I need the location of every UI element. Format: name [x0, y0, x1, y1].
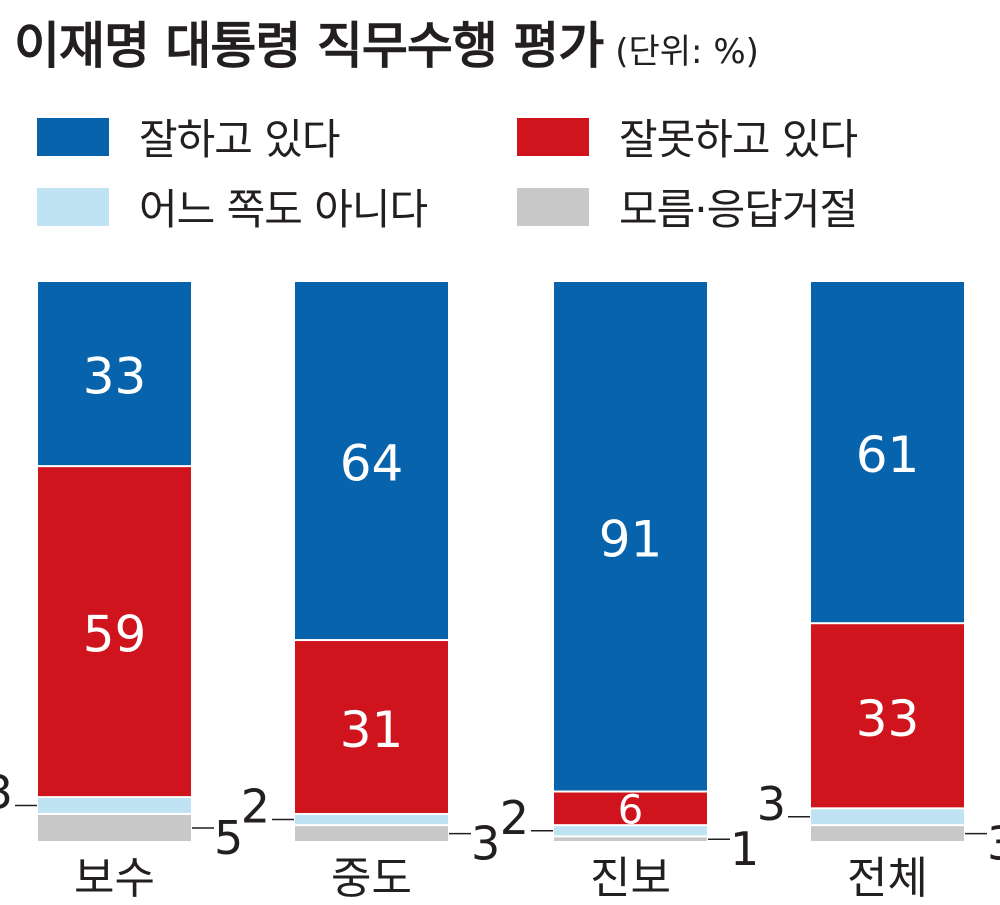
bar-neither-진보: [553, 825, 708, 837]
data-label-neither-전체: 3: [757, 777, 786, 831]
data-label-unknown-보수: 5: [214, 811, 243, 865]
category-label-중도: 중도: [331, 853, 412, 904]
bar-separator: [37, 465, 192, 468]
data-label-bad-중도: 31: [340, 701, 404, 759]
data-label-good-중도: 64: [340, 435, 404, 493]
data-label-unknown-중도: 3: [471, 817, 500, 871]
bar-unknown-전체: [810, 825, 965, 842]
bar-bad-중도: [294, 640, 449, 814]
data-label-bad-보수: 59: [83, 606, 147, 664]
bar-bad-보수: [37, 466, 192, 798]
title-row: 이재명 대통령 직무수행 평가 (단위: %): [14, 6, 759, 78]
legend-swatch-neither: [37, 187, 109, 226]
data-label-good-전체: 61: [856, 426, 920, 484]
bar-separator: [37, 796, 192, 799]
bar-separator: [294, 812, 449, 815]
bar-neither-전체: [810, 808, 965, 826]
unit-label: (단위: %): [615, 32, 759, 72]
bar-separator: [294, 639, 449, 642]
bar-bad-전체: [810, 623, 965, 809]
legend-label-neither: 어느 쪽도 아니다: [139, 185, 428, 234]
data-label-good-보수: 33: [83, 348, 147, 406]
bar-unknown-진보: [553, 836, 708, 842]
data-label-unknown-전체: 3: [987, 817, 1000, 871]
legend-label-bad: 잘못하고 있다: [619, 115, 858, 164]
legend: 잘하고 있다 잘못하고 있다 어느 쪽도 아니다 모름·응답거절: [0, 0, 1000, 240]
data-label-bad-진보: 6: [618, 787, 643, 833]
data-label-neither-보수: 3: [0, 766, 13, 820]
bar-separator: [37, 812, 192, 815]
category-label-진보: 진보: [590, 853, 671, 904]
chart-title: 이재명 대통령 직무수행 평가: [14, 17, 604, 75]
legend-swatch-bad: [517, 117, 589, 156]
bar-frame: [810, 281, 965, 842]
data-label-unknown-진보: 1: [730, 822, 759, 876]
bar-separator: [810, 824, 965, 827]
category-label-보수: 보수: [74, 853, 155, 904]
bar-frame: [37, 281, 192, 842]
bar-separator: [553, 824, 708, 827]
legend-label-unknown: 모름·응답거절: [619, 185, 858, 234]
bar-good-보수: [37, 281, 192, 467]
bar-neither-보수: [37, 797, 192, 814]
legend-item-good: 잘하고 있다: [37, 106, 341, 167]
legend-item-unknown: 모름·응답거절: [517, 176, 858, 237]
bar-separator: [810, 807, 965, 810]
bar-bad-진보: [553, 791, 708, 826]
legend-swatch-good: [37, 117, 109, 156]
data-label-neither-진보: 2: [500, 791, 529, 845]
bar-separator: [553, 835, 708, 838]
bar-separator: [810, 622, 965, 625]
bar-frame: [294, 281, 449, 842]
bar-frame: [553, 281, 708, 842]
bar-unknown-중도: [294, 825, 449, 842]
legend-item-neither: 어느 쪽도 아니다: [37, 176, 428, 237]
bar-good-전체: [810, 281, 965, 624]
legend-item-bad: 잘못하고 있다: [517, 106, 858, 167]
bar-good-진보: [553, 281, 708, 792]
legend-swatch-unknown: [517, 187, 589, 226]
data-label-neither-중도: 2: [241, 780, 270, 834]
bar-good-중도: [294, 281, 449, 641]
data-label-good-진보: 91: [599, 510, 663, 568]
bar-neither-중도: [294, 813, 449, 826]
data-label-bad-전체: 33: [856, 690, 920, 748]
bar-separator: [294, 824, 449, 827]
legend-label-good: 잘하고 있다: [139, 115, 341, 164]
bar-unknown-보수: [37, 813, 192, 842]
bar-separator: [553, 790, 708, 793]
category-label-전체: 전체: [847, 853, 928, 904]
